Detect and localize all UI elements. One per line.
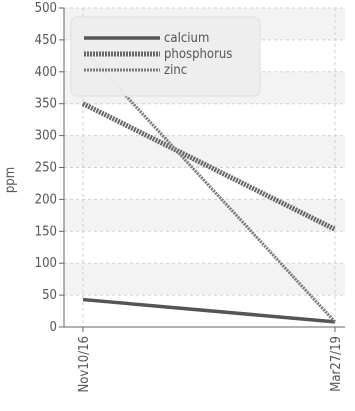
y-tick-label: 500 bbox=[35, 1, 57, 16]
y-tick-label: 450 bbox=[35, 33, 57, 48]
y-tick-label: 150 bbox=[35, 224, 57, 239]
y-axis-ticks: 0 50 100 150 200 250 300 350 400 450 500 bbox=[35, 1, 64, 335]
y-tick-label: 0 bbox=[50, 320, 57, 335]
series-line-calcium bbox=[82, 297, 336, 324]
y-tick-label: 400 bbox=[35, 65, 57, 80]
plot-band bbox=[64, 263, 345, 296]
y-tick-label: 100 bbox=[35, 256, 57, 271]
y-tick-label: 250 bbox=[35, 161, 57, 176]
y-tick-label: 200 bbox=[35, 192, 57, 207]
x-tick-label: Nov10/16 bbox=[77, 336, 92, 393]
legend-label-phosphorus: phosphorus bbox=[164, 47, 232, 62]
y-tick-label: 50 bbox=[42, 288, 57, 303]
plot-band bbox=[64, 135, 345, 168]
legend-label-zinc: zinc bbox=[164, 63, 187, 78]
x-axis-ticks: Nov10/16 Mar27/19 bbox=[77, 327, 344, 393]
series-line-phosphorus bbox=[81, 101, 337, 232]
legend-label-calcium: calcium bbox=[164, 31, 209, 46]
x-tick-label: Mar27/19 bbox=[329, 336, 344, 392]
plot-band bbox=[64, 199, 345, 232]
y-axis-title: ppm bbox=[3, 167, 18, 193]
y-tick-label: 350 bbox=[35, 97, 57, 112]
y-tick-label: 300 bbox=[35, 129, 57, 144]
